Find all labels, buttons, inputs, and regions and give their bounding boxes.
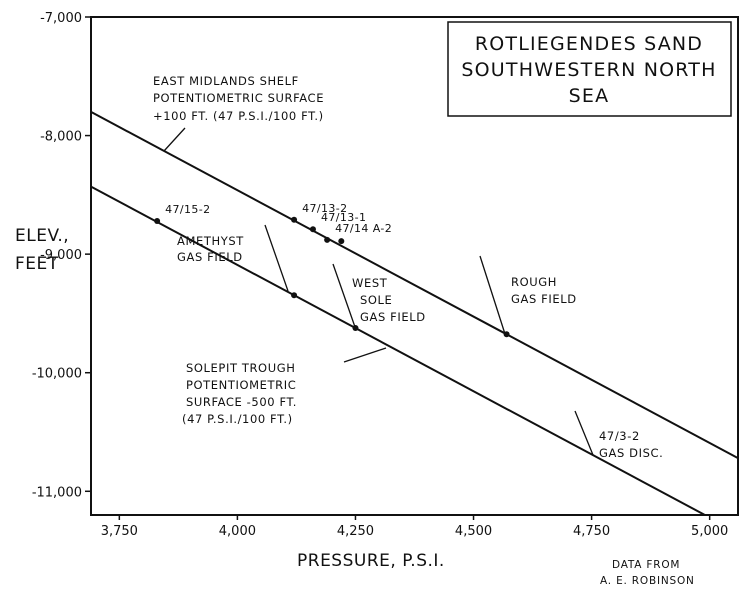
tick-group: -7,000 -8,000 -9,000 -10,000 -11,000 3,750 4,0… [32,11,728,539]
title-line-1: ROTLIEGENDES SAND [475,33,703,55]
y-axis-title-line-1: ELEV., [15,226,69,246]
y-tick-label: -10,000 [32,367,82,382]
point-label: 47/13-2 [302,202,347,215]
annotation-east-midlands-line-1: EAST MIDLANDS SHELF [153,74,299,88]
x-tick-label: 5,000 [691,524,728,539]
annotation-west-sole-line-2: SOLE [360,293,392,307]
title-line-3: SEA [569,85,610,107]
annotation-rough-leader [479,255,506,335]
data-point [154,217,161,224]
east-midlands-annotation: EAST MIDLANDS SHELF POTENTIOMETRIC SURFA… [153,74,324,152]
y-tick-label: -8,000 [40,130,82,145]
annotation-rough-line-1: ROUGH [511,275,557,289]
data-point [291,216,298,223]
field-point [352,325,359,332]
y-tick-label: -11,000 [32,485,82,500]
annotation-rough-line-2: GAS FIELD [511,292,577,306]
amethyst-annotation: AMETHYST GAS FIELD [177,224,289,292]
annotation-amethyst-line-2: GAS FIELD [177,250,243,264]
annotation-gas-disc-leader [574,410,594,456]
x-tick-label: 4,000 [219,524,256,539]
gas-disc-annotation: 47/3-2 GAS DISC. [574,410,663,460]
west-sole-annotation: WEST SOLE GAS FIELD [332,263,426,328]
annotation-west-sole-line-3: GAS FIELD [360,310,426,324]
point-label: 47/15-2 [165,203,210,216]
series-group [90,111,739,516]
annotation-west-sole-leader [332,263,356,328]
y-tick-label: -9,000 [40,248,82,263]
annotation-solepit-line-3: SURFACE -500 FT. [186,395,297,409]
x-tick-label: 4,250 [337,524,374,539]
annotation-east-midlands-line-2: POTENTIOMETRIC SURFACE [153,91,324,105]
annotation-solepit-line-2: POTENTIOMETRIC [186,378,296,392]
x-tick-label: 4,500 [455,524,492,539]
x-axis-title: PRESSURE, P.S.I. [297,551,445,571]
annotation-east-midlands-leader [163,127,186,152]
data-point [309,226,316,233]
annotation-west-sole-line-1: WEST [352,276,388,290]
y-tick-label: -7,000 [40,11,82,26]
annotation-solepit-line-1: SOLEPIT TROUGH [186,361,295,375]
x-tick-label: 4,750 [573,524,610,539]
series-line-1 [90,111,739,459]
point-label: 47/13-1 [321,211,366,224]
credit-line-1: DATA FROM [612,559,680,571]
plot-frame [90,16,739,516]
data-point [338,238,345,245]
annotation-gas-disc-line-1: 47/3-2 [599,429,640,443]
title-line-2: SOUTHWESTERN NORTH [461,59,716,81]
annotation-solepit-leader [343,347,387,363]
y-axis-title-line-2: FEET [15,254,59,274]
data-point [324,236,331,243]
x-tick-label: 3,750 [101,524,138,539]
solepit-annotation: SOLEPIT TROUGH POTENTIOMETRIC SURFACE -5… [182,347,387,426]
points-group: 47/15-2 47/13-247/13-147/14 A-2 [154,202,510,338]
annotation-east-midlands-line-3: +100 FT. (47 P.S.I./100 FT.) [153,109,324,123]
annotation-gas-disc-line-2: GAS DISC. [599,446,663,460]
rough-annotation: ROUGH GAS FIELD [479,255,577,335]
credit-line-2: A. E. ROBINSON [600,575,695,587]
series-line-2 [90,185,706,516]
point-label: 47/14 A-2 [335,222,392,235]
annotation-amethyst-line-1: AMETHYST [177,234,244,248]
field-point [291,292,298,299]
title-box [447,21,732,117]
annotation-amethyst-leader [264,224,289,292]
annotation-solepit-line-4: (47 P.S.I./100 FT.) [182,412,293,426]
